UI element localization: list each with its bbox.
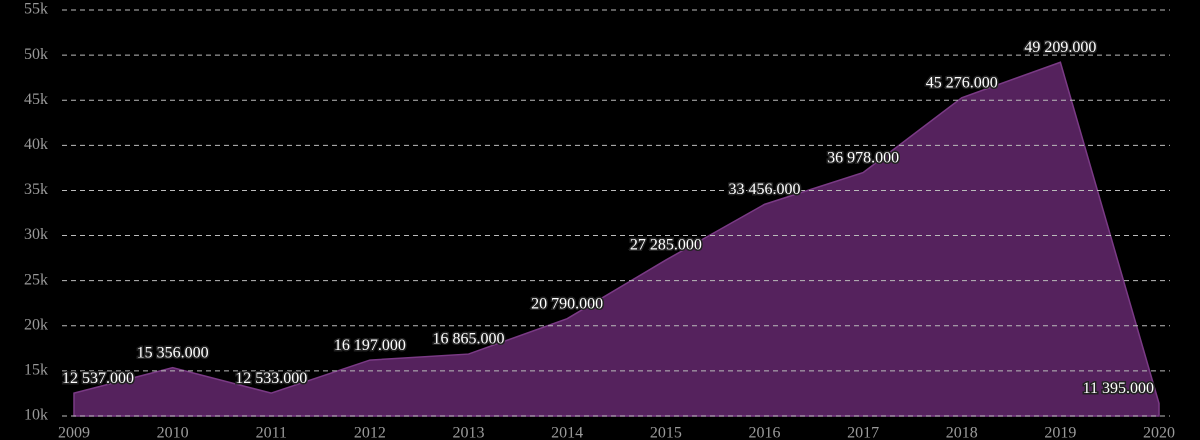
y-tick-label: 10k (24, 407, 48, 424)
data-label: 12 537.000 (62, 370, 134, 387)
x-tick-label: 2015 (650, 425, 682, 440)
y-tick-label: 25k (24, 271, 48, 288)
data-label: 27 285.000 (630, 237, 702, 254)
y-tick-label: 40k (24, 136, 48, 153)
y-tick-label: 55k (24, 1, 48, 18)
x-tick-label: 2012 (354, 425, 386, 440)
data-label: 12 533.000 (235, 370, 307, 387)
data-label: 11 395.000 (1083, 380, 1154, 397)
y-tick-label: 50k (24, 46, 48, 63)
y-tick-label: 35k (24, 181, 48, 198)
x-tick-label: 2013 (453, 425, 485, 440)
data-label: 45 276.000 (926, 74, 998, 91)
area (73, 61, 1160, 417)
data-label: 20 790.000 (531, 295, 603, 312)
x-tick-label: 2009 (58, 425, 90, 440)
data-label: 16 197.000 (334, 337, 406, 354)
y-tick-label: 30k (24, 226, 48, 243)
x-tick-label: 2020 (1143, 425, 1175, 440)
x-tick-label: 2017 (847, 425, 879, 440)
x-tick-label: 2010 (157, 425, 189, 440)
x-tick-label: 2011 (256, 425, 287, 440)
grid (62, 9, 1170, 417)
x-tick-label: 2018 (946, 425, 978, 440)
x-tick-label: 2016 (748, 425, 780, 440)
y-tick-label: 45k (24, 91, 48, 108)
data-label: 15 356.000 (137, 344, 209, 361)
y-tick-label: 15k (24, 362, 48, 379)
data-label: 33 456.000 (728, 181, 800, 198)
data-label: 36 978.000 (827, 149, 899, 166)
x-tick-label: 2014 (551, 425, 583, 440)
data-label: 49 209.000 (1024, 39, 1096, 56)
data-label: 16 865.000 (433, 331, 505, 348)
x-tick-label: 2019 (1044, 425, 1076, 440)
y-tick-label: 20k (24, 316, 48, 333)
